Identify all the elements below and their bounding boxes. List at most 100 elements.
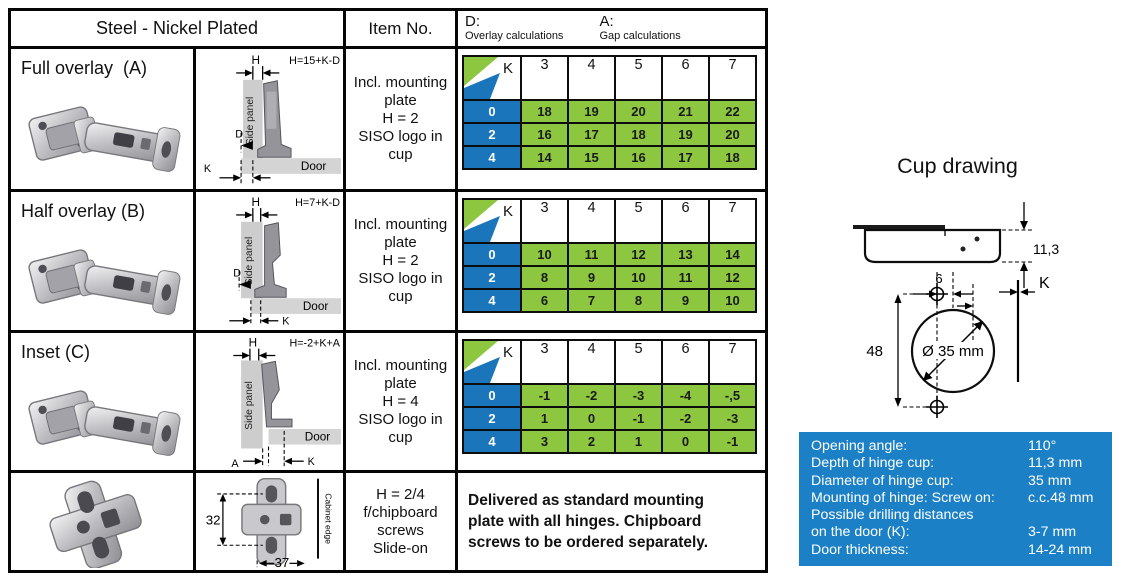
spec-row: Depth of hinge cup: 11,3 mm: [799, 455, 1112, 472]
row-inset-diagram: H H=-2+K+A Side panel Door A K: [196, 333, 346, 473]
row-inset-name: Inset (C): [11, 333, 196, 473]
spec-value: [1028, 507, 1112, 524]
k-row-header: 4: [462, 288, 522, 313]
hinge-photo: [17, 367, 189, 469]
row-full-overlay-name: Full overlay (A): [11, 49, 196, 192]
diameter-label: Ø 35 mm: [922, 343, 984, 360]
calc-value: 17: [661, 145, 710, 170]
calc-value: 22: [708, 99, 757, 124]
cabinet-edge-label: Cabinet edge: [324, 493, 334, 544]
spec-label: Diameter of hinge cup:: [811, 472, 954, 489]
k-column-header: 4: [567, 339, 616, 385]
calc-value: 11: [661, 265, 710, 290]
k-column-header: 5: [614, 339, 663, 385]
gap-calc-header: A: Gap calculations: [599, 14, 680, 46]
calc-value: 18: [708, 145, 757, 170]
a-dim-label: A: [231, 458, 239, 470]
calc-value: 17: [567, 122, 616, 147]
spec-value: 110°: [1028, 438, 1057, 454]
k-letter: K: [502, 344, 513, 361]
calc-value: 1: [614, 429, 663, 454]
k-corner-cell: K: [462, 339, 522, 385]
spec-row: on the door (K): 3-7 mm: [799, 524, 1112, 541]
calc-value: 19: [661, 122, 710, 147]
calc-value: 16: [520, 122, 569, 147]
row-half-overlay-item: Incl. mounting plate H = 2 SISO logo in …: [346, 192, 458, 333]
side-panel-label: Side panel: [245, 97, 256, 146]
k-column-header: 5: [614, 198, 663, 244]
calc-value: -1: [520, 383, 569, 408]
h-label: H: [252, 196, 261, 209]
k-column-header: 6: [661, 55, 710, 101]
k-corner-cell: K: [462, 55, 522, 101]
calc-value: 3: [520, 429, 569, 454]
k-row-header: 0: [462, 242, 522, 267]
overlay-gap-table: K 3 4 5 6 7 0 10 11 12 13 14 2 8 9 10 11 12 4 6 7 8 9 10: [462, 198, 757, 313]
d-sublabel: Overlay calculations: [465, 30, 564, 42]
calc-value: 18: [520, 99, 569, 124]
inset-drawing: H H=-2+K+A Side panel Door A K: [231, 337, 341, 470]
formula-label: H=7+K-D: [295, 197, 340, 209]
k-letter: K: [502, 60, 513, 77]
spec-row: Mounting of hinge: Screw on: c.c.48 mm: [799, 490, 1112, 507]
dim-37-label: 37: [274, 555, 289, 570]
a-sublabel: Gap calculations: [599, 30, 681, 42]
calc-value: 16: [614, 145, 663, 170]
spec-label: Opening angle:: [811, 438, 908, 454]
k-column-header: 4: [567, 55, 616, 101]
calc-header: D: Overlay calculations A: Gap calculati…: [458, 11, 765, 49]
k-column-header: 6: [661, 339, 710, 385]
item-no-text: Item No.: [368, 18, 433, 38]
mounting-plate-diagram: 32 37 Cabinet edge: [196, 473, 346, 570]
k-dim-label: K: [204, 163, 212, 175]
calc-value: 21: [661, 99, 710, 124]
calc-value: -2: [567, 383, 616, 408]
calc-value: -3: [708, 406, 757, 431]
spec-info-box: Opening angle: 110° Depth of hinge cup: …: [799, 432, 1112, 567]
spec-row: Possible drilling distances: [799, 507, 1112, 524]
spec-row: Opening angle: 110°: [799, 438, 1112, 455]
spec-label: Mounting of hinge: Screw on:: [811, 489, 995, 506]
k-column-header: 4: [567, 198, 616, 244]
calc-value: -3: [614, 383, 663, 408]
h-label: H: [252, 54, 261, 67]
dim-32-label: 32: [206, 512, 221, 527]
formula-label: H=15+K-D: [289, 55, 340, 67]
spec-row: Door thickness: 14-24 mm: [799, 542, 1112, 559]
calc-value: 6: [520, 288, 569, 313]
spec-label: Possible drilling distances: [811, 507, 974, 524]
calc-value: 8: [614, 288, 663, 313]
row-title: Inset (C): [21, 342, 91, 362]
calc-value: 12: [708, 265, 757, 290]
k-dim-label: K: [308, 456, 316, 468]
k-column-header: 7: [708, 339, 757, 385]
hinge-spec-table: Steel - Nickel Plated Item No. D: Overla…: [8, 8, 768, 573]
row-half-overlay-name: Half overlay (B): [11, 192, 196, 333]
overlay-gap-table: K 3 4 5 6 7 0 18 19 20 21 22 2 16 17 18 19 20 4 14 15 16 17 18: [462, 55, 757, 170]
side-panel-label: Side panel: [244, 381, 255, 430]
k-dim-label: K: [282, 316, 290, 328]
half-overlay-calc: K 3 4 5 6 7 0 10 11 12 13 14 2 8 9 10 11 12 4 6 7 8 9 10: [458, 192, 765, 333]
spec-value: c.c.48 mm: [1028, 489, 1094, 506]
calc-value: 0: [661, 429, 710, 454]
spec-value: 35 mm: [1028, 472, 1072, 489]
row-full-overlay-diagram: H H=15+K-D Side panel Door D K: [196, 49, 346, 192]
spec-label: Door thickness:: [811, 541, 909, 558]
row-half-overlay-diagram: H H=7+K-D Side panel Door D K: [196, 192, 346, 333]
calc-value: 10: [520, 242, 569, 267]
calc-value: -4: [661, 383, 710, 408]
calc-value: 1: [520, 406, 569, 431]
calc-value: -1: [614, 406, 663, 431]
mounting-plate-note: Delivered as standard mounting plate wit…: [468, 492, 709, 551]
k-row-header: 2: [462, 265, 522, 290]
overlay-gap-table: K 3 4 5 6 7 0 -1 -2 -3 -4 -,5 2 1 0 -1 -2 -3 4 3 2 1 0 -1: [462, 339, 757, 454]
k-row-header: 4: [462, 429, 522, 454]
calc-value: 8: [520, 265, 569, 290]
calc-value: -2: [661, 406, 710, 431]
row-full-overlay-item: Incl. mounting plate H = 2 SISO logo in …: [346, 49, 458, 192]
hinge-photo: [17, 226, 189, 328]
full-overlay-calc: K 3 4 5 6 7 0 18 19 20 21 22 2 16 17 18 19 20 4 14 15 16 17 18: [458, 49, 765, 192]
spec-value: 3-7 mm: [1028, 524, 1077, 541]
spec-label: on the door (K):: [811, 524, 910, 541]
door-label: Door: [303, 300, 329, 313]
